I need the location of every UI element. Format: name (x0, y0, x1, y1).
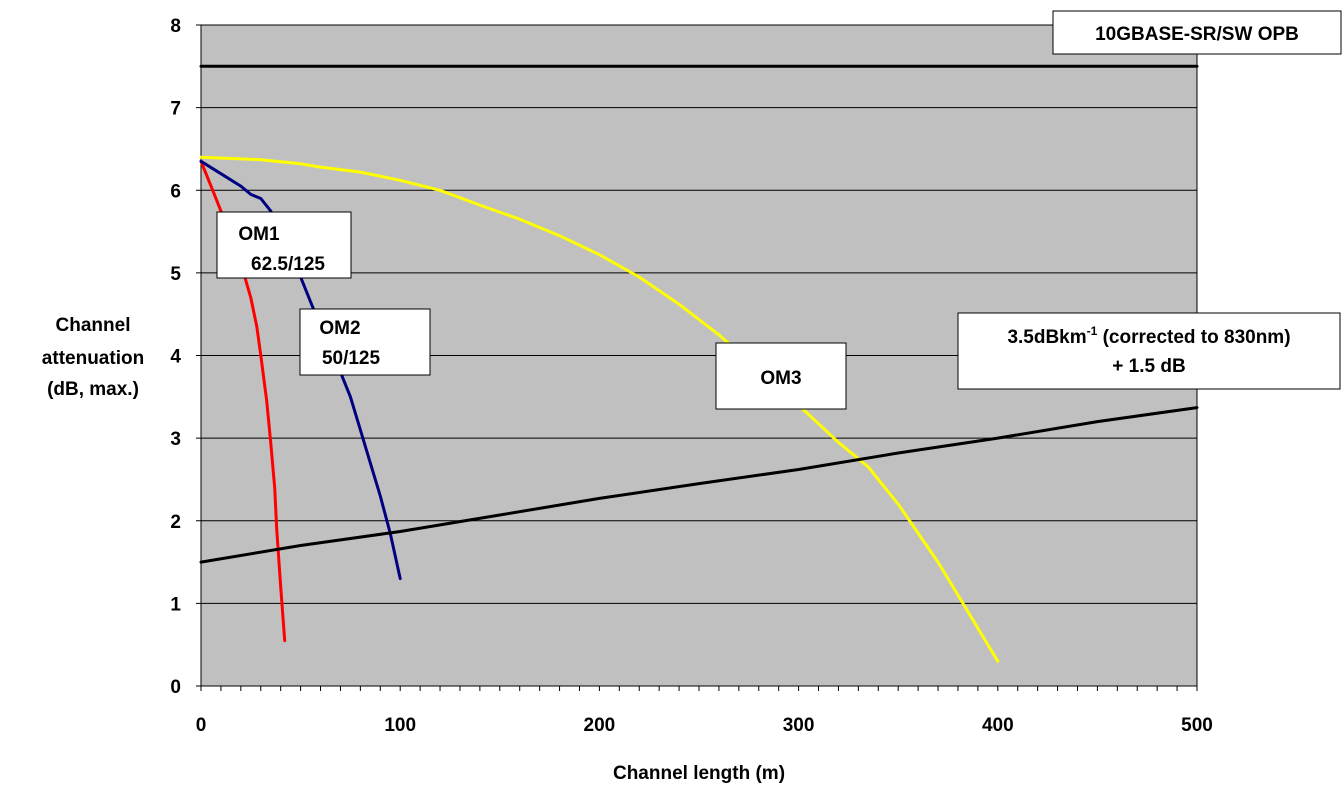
annotation-om1-line-2: 62.5/125 (251, 254, 325, 275)
annotation-om3-text: OM3 (760, 368, 801, 389)
y-tick-label: 1 (170, 594, 181, 615)
annotation-attenuation-line-1: 3.5dBkm-1 (corrected to 830nm) (1007, 324, 1290, 348)
annotation-attenuation-pre: 3.5dBkm (1007, 327, 1086, 348)
y-tick-label: 8 (170, 16, 181, 37)
y-axis-title-line-2: attenuation (42, 348, 144, 369)
y-tick-label: 6 (170, 181, 181, 202)
series-group (199, 64, 1199, 663)
annotation-attenuation-post: (corrected to 830nm) (1097, 327, 1290, 348)
x-tick-label: 400 (982, 715, 1014, 736)
annotation-om2-line-1: OM2 (319, 318, 360, 339)
x-axis-title: Channel length (m) (613, 763, 785, 784)
x-tick-label: 200 (584, 715, 616, 736)
x-tick-label: 500 (1181, 715, 1213, 736)
y-axis-title-line-3: (dB, max.) (47, 379, 139, 400)
y-tick-label: 2 (170, 512, 181, 533)
x-tick-label: 300 (783, 715, 815, 736)
annotation-om3: OM3 (715, 342, 847, 410)
y-tick-label: 7 (170, 99, 181, 120)
series-line-2 (199, 155, 1000, 663)
annotation-om1: OM1 62.5/125 (216, 211, 352, 279)
series-line-3 (199, 406, 1199, 564)
annotation-om2-line-2: 50/125 (322, 348, 381, 369)
annotation-opb: 10GBASE-SR/SW OPB (1052, 10, 1342, 55)
annotation-attenuation-sup: -1 (1087, 324, 1098, 338)
x-tick-label: 0 (196, 715, 207, 736)
y-tick-label: 3 (170, 429, 181, 450)
y-tick-label: 5 (170, 264, 181, 285)
series-line-1 (199, 159, 402, 581)
x-tick-label: 100 (384, 715, 416, 736)
annotation-om2: OM2 50/125 (299, 308, 431, 376)
y-axis-title-line-1: Channel (56, 315, 131, 336)
tick-labels: 0 100 200 300 400 500 0 1 2 3 4 5 6 7 8 (170, 16, 1212, 736)
y-tick-label: 0 (170, 677, 181, 698)
annotation-attenuation-model: 3.5dBkm-1 (corrected to 830nm) + 1.5 dB (957, 312, 1341, 390)
y-tick-label: 4 (170, 347, 181, 368)
annotation-om1-line-1: OM1 (238, 224, 280, 245)
annotation-opb-text: 10GBASE-SR/SW OPB (1095, 24, 1299, 45)
annotation-attenuation-line-2: + 1.5 dB (1112, 356, 1185, 377)
